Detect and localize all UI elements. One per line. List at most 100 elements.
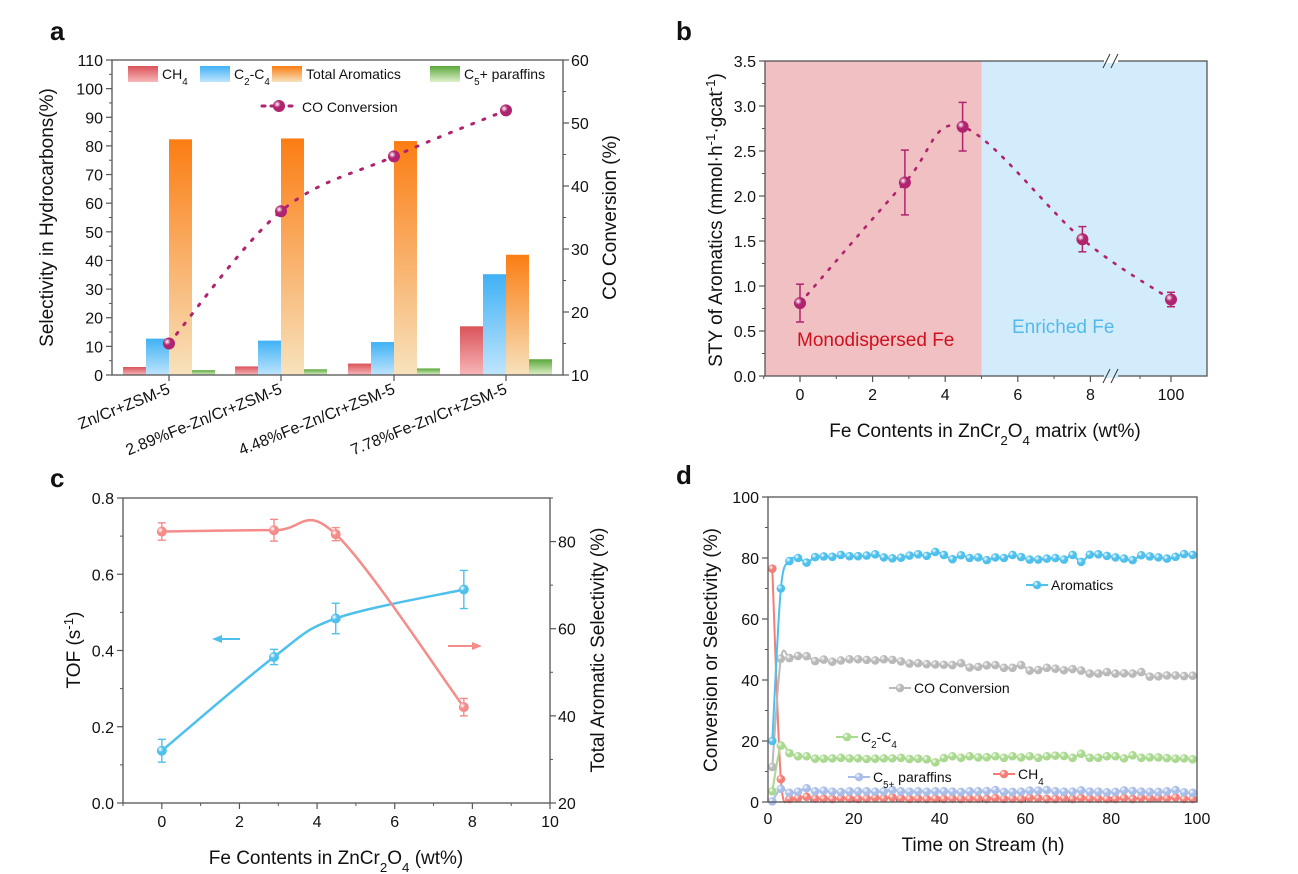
axis-break-gap xyxy=(1104,59,1118,63)
data-point-c2-c4 xyxy=(870,754,880,763)
y-tick-label: 0.5 xyxy=(734,324,756,341)
x-tick-label: 0 xyxy=(764,811,773,828)
x-axis-title-part: Fe Contents in ZnCr xyxy=(209,848,381,869)
panel-label-d: d xyxy=(676,460,692,490)
data-point-co-conversion xyxy=(931,660,940,669)
data-point-co-conversion xyxy=(845,654,854,664)
data-point xyxy=(458,702,469,713)
data-point-co-conversion xyxy=(1154,672,1163,681)
data-point-ch4 xyxy=(1119,793,1129,803)
data-point-co-conversion xyxy=(991,660,1000,670)
y-tick-label: 110 xyxy=(77,53,103,70)
data-point-co-conversion xyxy=(767,762,777,772)
region-label-monodispersed: Monodispersed Fe xyxy=(797,330,954,351)
y-tick-label: 20 xyxy=(741,734,759,751)
data-point-c2-c4 xyxy=(828,754,837,763)
data-point-ch4 xyxy=(1154,793,1163,803)
data-point xyxy=(156,526,167,537)
y-axis-title: Selectivity in Hydrocarbons(%) xyxy=(37,88,58,347)
region-enriched xyxy=(981,61,1207,376)
data-point-aromatics xyxy=(810,552,820,562)
y-tick-label: 90 xyxy=(85,110,103,127)
data-point-ch4 xyxy=(1162,794,1172,803)
data-point-aromatics xyxy=(1068,550,1077,560)
data-point-aromatics xyxy=(845,551,854,561)
panel-label-b: b xyxy=(676,16,692,46)
y-tick-label: 70 xyxy=(85,168,103,185)
data-point-c5-paraffins xyxy=(845,787,854,796)
axis-break-mark xyxy=(1102,368,1111,384)
x-axis-title-part: matrix (wt%) xyxy=(1030,421,1141,442)
data-point-aromatics xyxy=(973,553,983,562)
legend-swatch xyxy=(272,66,302,82)
panel-b-chart: Monodispersed Fe Enriched Fe 0.0 0.5 1.0 1.5 2… xyxy=(703,53,1208,448)
y-tick-label: 60 xyxy=(741,612,759,629)
arrow-right-icon xyxy=(472,642,482,650)
data-point-co-conversion xyxy=(1179,671,1189,681)
data-point-c2-c4 xyxy=(1016,753,1026,762)
data-point-aromatics xyxy=(1085,550,1095,559)
data-point-co-conversion xyxy=(939,660,949,670)
data-point-c5-paraffins xyxy=(939,787,949,796)
data-point-co-conversion xyxy=(1171,671,1180,680)
x-axis-title-part: O xyxy=(1008,421,1023,442)
x-category-label: Zn/Cr+ZSM-5 xyxy=(76,381,173,433)
legend-marker xyxy=(895,683,905,693)
co-conversion-point xyxy=(275,205,287,218)
data-point-aromatics xyxy=(1033,555,1043,564)
y-tick-label: 1.5 xyxy=(734,234,756,251)
data-point-c5-paraffins xyxy=(999,787,1009,797)
data-point-c5-paraffins xyxy=(810,787,820,796)
axis-break-mark xyxy=(1110,368,1119,384)
panel-a-chart: 0 10 20 30 40 50 60 70 80 90 100 110 10 20 30 40 50 60 Zn/… xyxy=(37,53,621,459)
legend-label-part: -C xyxy=(250,66,265,82)
data-point-ch4 xyxy=(913,794,923,803)
y-tick-label: 0.6 xyxy=(92,567,114,584)
data-point-c5-paraffins xyxy=(776,784,786,794)
data-point-aromatics xyxy=(1188,550,1198,560)
y-axis-title: TOF (s-1) xyxy=(61,612,86,689)
data-point-c5-paraffins xyxy=(1171,785,1180,795)
x-axis-title: Fe Contents in ZnCr2O4 (wt%) xyxy=(209,848,464,874)
data-point-c5-paraffins xyxy=(870,787,880,796)
data-point-aromatics xyxy=(948,554,957,564)
data-point-c2-c4 xyxy=(879,754,889,763)
data-point-aromatics xyxy=(1076,557,1086,567)
data-point-aromatics xyxy=(1016,552,1026,562)
legend-label-part: C xyxy=(464,66,474,82)
data-point-c2-c4 xyxy=(973,753,983,762)
data-point-c5-paraffins xyxy=(1111,787,1120,797)
y-axis-title-part: -1 xyxy=(61,618,76,630)
data-point-co-conversion xyxy=(1119,668,1129,678)
data-point-aromatics xyxy=(939,550,949,560)
data-point-ch4 xyxy=(1042,794,1052,804)
legend-label-part: 2 xyxy=(244,77,249,88)
data-point-c5-paraffins xyxy=(1016,787,1026,796)
data-point-co-conversion xyxy=(1042,663,1052,673)
data-point-c2-c4 xyxy=(1162,753,1172,763)
x-axis-title: Time on Stream (h) xyxy=(902,835,1065,856)
data-point-ch4 xyxy=(862,794,871,803)
y-tick-label: 2.5 xyxy=(734,144,756,161)
bar-total-aromatics xyxy=(281,138,304,375)
data-point-c5-paraffins xyxy=(982,786,992,796)
data-point-ch4 xyxy=(1111,794,1120,804)
region-label-enriched: Enriched Fe xyxy=(1012,317,1114,338)
x-tick-label: 20 xyxy=(845,811,863,828)
x-tick-label: 100 xyxy=(1158,387,1185,404)
legend-c2-c4-part: 2 xyxy=(871,740,876,751)
y2-tick-label: 60 xyxy=(558,622,576,639)
legend-ch4: CH4 xyxy=(1018,766,1044,788)
data-point-c2-c4 xyxy=(999,753,1009,763)
x-axis-title-part: (wt%) xyxy=(409,848,463,869)
axis-break-gap xyxy=(1104,374,1118,378)
data-point-c2-c4 xyxy=(810,754,820,763)
x-tick-label: 8 xyxy=(468,814,477,831)
y-tick-label: 20 xyxy=(85,311,103,328)
data-point-ch4 xyxy=(1102,794,1112,804)
y-tick-label: 80 xyxy=(741,551,759,568)
data-point-co-conversion xyxy=(1033,665,1043,675)
data-point xyxy=(898,176,911,189)
data-point-aromatics xyxy=(888,554,897,563)
